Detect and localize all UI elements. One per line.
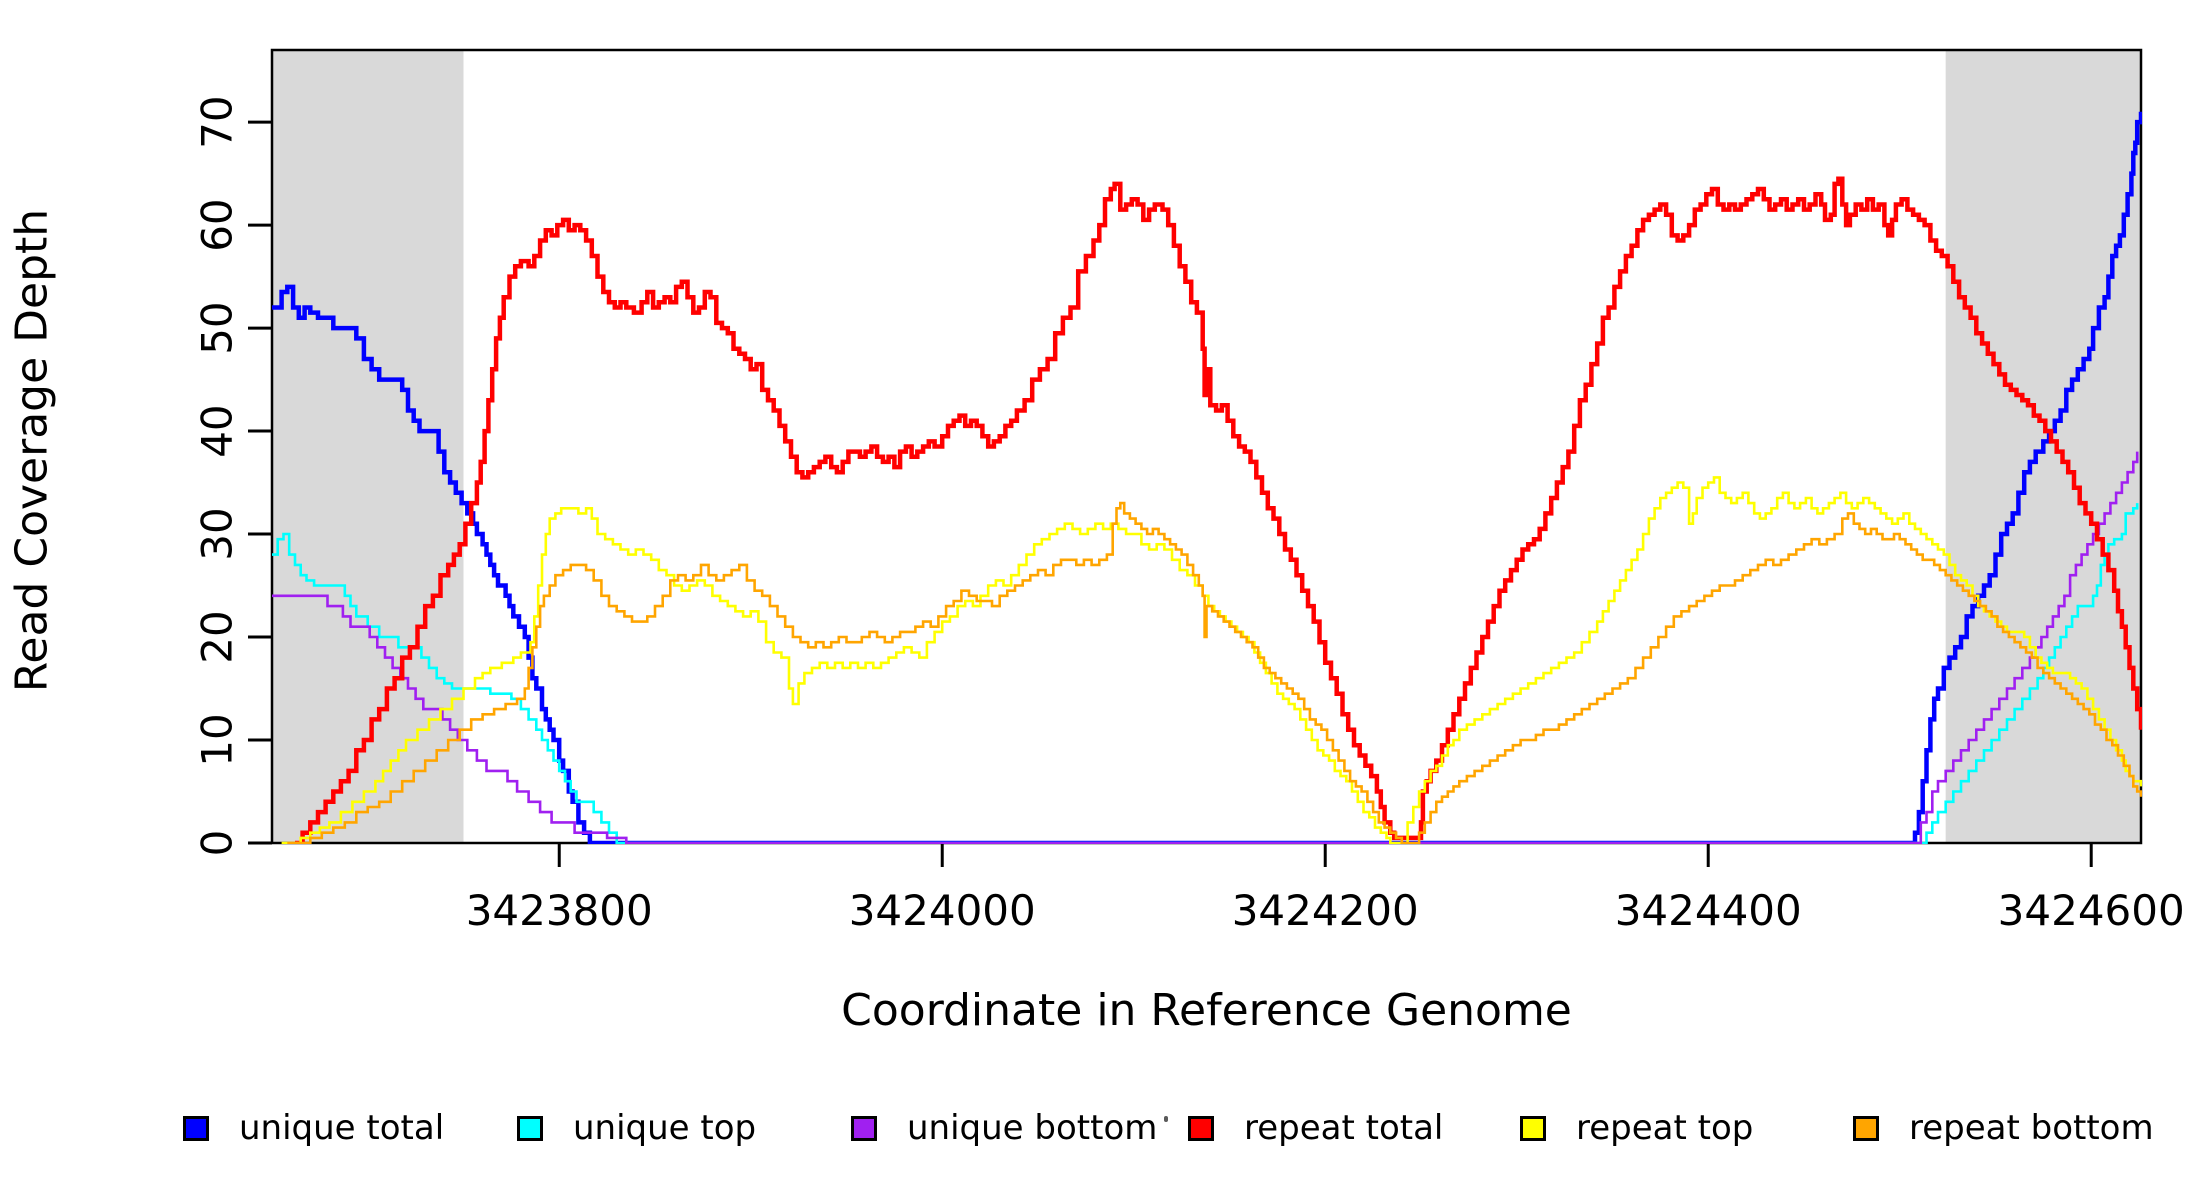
legend-label: unique total (239, 1108, 445, 1148)
legend-label: unique bottom (907, 1108, 1158, 1148)
series-line-unique-total (272, 111, 2142, 844)
legend-label: repeat bottom (1909, 1108, 2154, 1148)
legend-item-unique-bottom: unique bottom (851, 1100, 1157, 1156)
legend-label: repeat total (1244, 1108, 1444, 1148)
series-line-unique-bottom (272, 451, 2139, 844)
stray-dot (1164, 1116, 1168, 1122)
legend-label: unique top (573, 1108, 757, 1148)
x-tick-label: 3424400 (1615, 886, 1802, 935)
y-tick-label: 30 (193, 507, 242, 560)
legend-swatch-repeat-bottom (1853, 1115, 1879, 1141)
y-tick-label: 70 (193, 95, 242, 148)
legend-item-repeat-bottom: repeat bottom (1853, 1100, 2154, 1156)
legend-item-repeat-total: repeat total (1188, 1100, 1443, 1156)
legend-item-unique-total: unique total (183, 1100, 444, 1156)
y-tick-label: 20 (193, 610, 242, 663)
legend-swatch-unique-top (517, 1115, 543, 1141)
y-tick-label: 10 (193, 713, 242, 766)
x-tick-label: 3424600 (1998, 886, 2185, 935)
legend-item-unique-top: unique top (517, 1100, 756, 1156)
plot-border (270, 48, 2143, 845)
legend-swatch-unique-total (183, 1115, 209, 1141)
legend-swatch-repeat-top (1520, 1115, 1546, 1141)
x-tick-label: 3424200 (1232, 886, 1419, 935)
y-tick-label: 50 (193, 301, 242, 354)
x-tick-label: 3423800 (466, 886, 653, 935)
y-tick-label: 40 (193, 404, 242, 457)
x-axis-title: Coordinate in Reference Genome (841, 985, 1572, 1036)
series-line-repeat-total (295, 176, 2142, 844)
legend: unique total unique top unique bottom repea… (0, 1100, 2200, 1170)
legend-swatch-unique-bottom (851, 1115, 877, 1141)
y-tick-label: 60 (193, 198, 242, 251)
legend-label: repeat top (1576, 1108, 1754, 1148)
x-tick-label: 3424000 (849, 886, 1036, 935)
legend-swatch-repeat-total (1188, 1115, 1214, 1141)
y-axis-title: Read Coverage Depth (6, 208, 58, 693)
series-line-repeat-bottom (287, 501, 2142, 844)
series-line-repeat-top (281, 476, 2142, 844)
y-tick-label: 0 (193, 830, 242, 857)
masked-region-left (272, 50, 464, 843)
series-line-unique-top (272, 503, 2139, 844)
legend-item-repeat-top: repeat top (1520, 1100, 1753, 1156)
